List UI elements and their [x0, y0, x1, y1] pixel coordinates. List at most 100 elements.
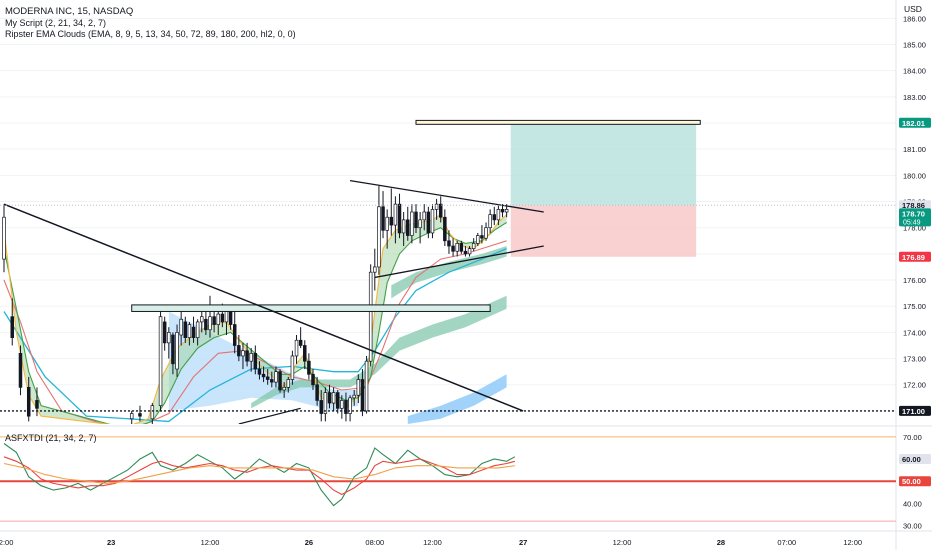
- candle-body: [249, 352, 253, 362]
- candle-body: [265, 376, 270, 380]
- price-badge-label: 178.86: [902, 201, 925, 210]
- candle-body: [35, 400, 39, 409]
- support-segment: [238, 407, 301, 424]
- price-badge-countdown: 05:49: [903, 219, 921, 226]
- candle-body: [381, 206, 385, 231]
- candle-body: [434, 203, 439, 210]
- candle-body: [451, 245, 455, 252]
- candle-body: [191, 326, 196, 338]
- long-position-risk-zone: [510, 205, 697, 257]
- indicator-legend-ema-clouds[interactable]: Ripster EMA Clouds (EMA, 8, 9, 5, 13, 34…: [5, 29, 296, 39]
- candle-body: [232, 324, 237, 346]
- price-axis-tick-label: 183.00: [903, 93, 926, 102]
- price-axis-tick-label: 184.00: [903, 67, 926, 76]
- time-axis-tick-label: 12:00: [613, 538, 632, 547]
- subpane-title[interactable]: ASFXTDI (21, 34, 2, 7): [5, 433, 97, 443]
- time-axis-tick-label: 07:00: [777, 538, 796, 547]
- price-axis-tick-label: 178.00: [903, 224, 926, 233]
- candle-body: [443, 216, 447, 242]
- candle-body: [224, 311, 229, 323]
- candle-body: [319, 400, 323, 414]
- candle-body: [220, 313, 225, 323]
- target-zone: [415, 119, 701, 125]
- candle-body: [459, 243, 464, 252]
- candle-body: [200, 316, 204, 323]
- candle-body: [467, 248, 472, 255]
- candle-body: [290, 355, 295, 380]
- candle-body: [500, 209, 505, 213]
- price-badge: [899, 208, 931, 227]
- candle-body: [278, 371, 282, 391]
- candle-body: [228, 311, 233, 325]
- candle-body: [373, 266, 377, 273]
- chart-title: MODERNA INC, 15, NASDAQ: [5, 6, 134, 17]
- candle-body: [476, 235, 480, 244]
- oscillator-badge-label: 50.00: [902, 477, 921, 486]
- candle-body: [129, 413, 134, 420]
- oscillator-series-line: [3, 443, 516, 507]
- time-axis-tick-label: 27: [519, 538, 527, 547]
- candle-body: [430, 209, 435, 234]
- price-axis-tick-label: 172.00: [903, 381, 926, 390]
- candle-body: [138, 413, 142, 417]
- price-badge-label: 171.00: [902, 407, 925, 416]
- resistance-zone: [131, 304, 491, 312]
- candle-body: [237, 345, 241, 357]
- candle-body: [484, 227, 488, 239]
- downtrend-line: [3, 203, 524, 412]
- price-axis-tick-label: 173.00: [903, 355, 926, 364]
- candle-body: [368, 271, 373, 362]
- candle-body: [245, 350, 249, 362]
- price-axis-tick-label: 176.00: [903, 276, 926, 285]
- price-badge-label: 176.89: [902, 253, 925, 262]
- candle-body: [504, 209, 509, 213]
- candle-body: [175, 332, 179, 370]
- candle-body: [360, 379, 365, 412]
- time-axis-tick-label: 12:00: [423, 538, 442, 547]
- price-badge: [899, 200, 931, 211]
- candle-body: [344, 400, 348, 414]
- candle-body: [183, 321, 188, 338]
- currency-label: USD: [904, 4, 922, 14]
- candle-body: [162, 321, 167, 344]
- candle-body: [331, 392, 336, 404]
- price-badge-label: 182.01: [902, 119, 925, 128]
- price-badge: [899, 405, 931, 416]
- candle-body: [455, 243, 459, 252]
- candle-body: [253, 352, 258, 370]
- candle-body: [414, 211, 418, 229]
- price-pane: [0, 17, 896, 424]
- wedge-upper-line: [349, 179, 544, 213]
- long-position-profit-zone: [510, 122, 697, 206]
- candle-body: [315, 384, 319, 401]
- candle-body: [307, 360, 311, 375]
- oscillator-axis-tick-label: 30.00: [903, 522, 922, 531]
- candle-body: [195, 321, 200, 338]
- candle-body: [303, 345, 307, 362]
- candle-body: [364, 360, 369, 412]
- price-badge: [899, 117, 931, 128]
- time-axis-tick-label: 12:00: [843, 538, 862, 547]
- candle-body: [294, 339, 299, 357]
- candle-body: [401, 219, 406, 234]
- candle-body: [348, 397, 352, 414]
- candle-body: [340, 400, 344, 409]
- candle-body: [422, 211, 426, 221]
- oscillator-badge: [899, 476, 931, 487]
- candle-body: [438, 203, 443, 218]
- ema-line-cyan: [3, 248, 507, 423]
- candle-body: [270, 379, 274, 383]
- candle-body: [2, 216, 6, 260]
- candle-body: [356, 379, 361, 396]
- candle-body: [158, 316, 163, 407]
- candle-body: [488, 214, 492, 229]
- wedge-lower-line: [374, 245, 544, 279]
- candle-body: [150, 405, 155, 420]
- indicator-legend-my-script[interactable]: My Script (2, 21, 34, 2, 7): [5, 18, 107, 28]
- oscillator-pane: [0, 436, 896, 522]
- time-axis-tick-label: 26: [305, 538, 313, 547]
- oscillator-series-line: [3, 462, 515, 484]
- candle-body: [418, 219, 422, 229]
